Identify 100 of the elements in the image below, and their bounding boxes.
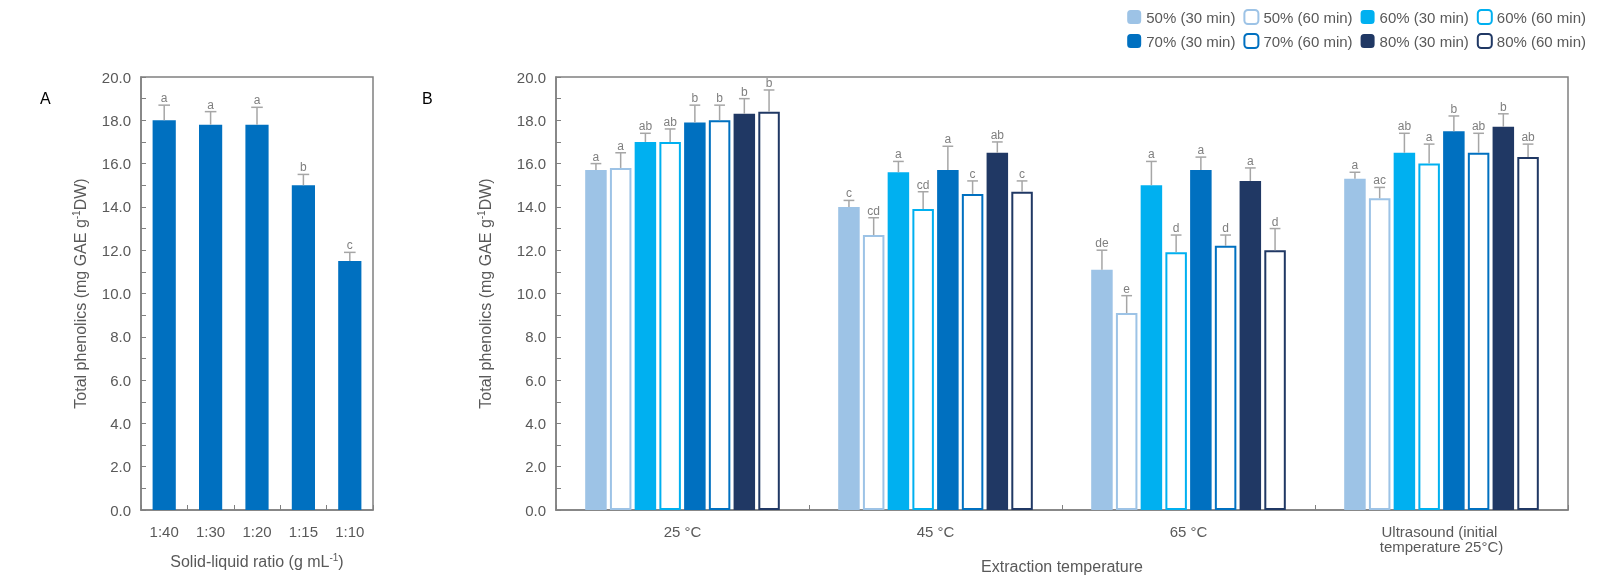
data-label: b [691, 91, 699, 106]
x-tick-label: 45 °C [916, 523, 955, 540]
data-label: b [716, 91, 724, 106]
data-label: a [592, 149, 600, 164]
data-label: a [1197, 143, 1205, 158]
data-label: b [1450, 101, 1458, 116]
text: A [40, 89, 51, 107]
y-tick-label: 20.0 [101, 68, 131, 86]
bar [937, 170, 959, 510]
bar [1140, 185, 1163, 510]
y-tick-label: 2.0 [525, 458, 546, 476]
data-label: a [895, 147, 903, 162]
legend-label: 80% (30 min) [1379, 32, 1469, 50]
bar [708, 120, 731, 510]
y-tick-label: 12.0 [516, 241, 546, 259]
bar [1214, 245, 1237, 510]
legend-label: 70% (30 min) [1146, 32, 1236, 50]
bar [1517, 157, 1539, 510]
y-tick-label: 6.0 [110, 371, 131, 389]
y-tick-label: 16.0 [101, 155, 131, 173]
bar [887, 172, 910, 510]
data-label: a [1425, 130, 1433, 145]
data-label: cd [867, 203, 881, 218]
data-label: d [1222, 221, 1229, 236]
data-label: c [1019, 166, 1026, 181]
legend-label: 80% (60 min) [1496, 32, 1586, 50]
bar [585, 170, 607, 510]
y-tick-label: 10.0 [101, 285, 131, 302]
bar [1115, 312, 1138, 510]
data-label: a [1246, 153, 1254, 168]
x-tick-label: 1:15 [288, 523, 318, 540]
legend-label: 50% (60 min) [1263, 8, 1353, 26]
data-label: a [207, 97, 215, 112]
y-tick-label: 0.0 [110, 501, 131, 519]
x-tick-label: 1:20 [242, 523, 272, 540]
data-label: e [1123, 281, 1131, 296]
bar [838, 206, 860, 510]
y-tick-label: 4.0 [110, 414, 131, 432]
legend-label: 60% (30 min) [1379, 8, 1469, 26]
data-label: d [1172, 221, 1180, 236]
bar [986, 152, 1009, 510]
data-label: ab [1521, 130, 1536, 145]
y-tick-label: 4.0 [525, 414, 546, 432]
x-tick-label: 1:30 [196, 523, 226, 540]
bar [659, 141, 681, 510]
data-label: a [253, 93, 261, 108]
y-tick-label: 14.0 [101, 198, 131, 216]
y-tick-label: 0.0 [525, 501, 546, 519]
y-tick-label: 16.0 [516, 155, 546, 173]
bar [758, 111, 780, 510]
bar [1264, 250, 1286, 510]
bar [245, 124, 269, 510]
data-label: ab [1397, 119, 1412, 134]
bar [1393, 152, 1416, 510]
bar [684, 122, 706, 510]
data-label: d [1271, 214, 1279, 229]
legend-label: 70% (60 min) [1263, 32, 1353, 50]
bar [1091, 269, 1113, 510]
bar [862, 235, 885, 510]
bar [291, 185, 315, 510]
data-label: ab [638, 119, 653, 134]
data-label: c [969, 166, 976, 181]
y-tick-label: 18.0 [101, 111, 131, 129]
data-label: ab [1471, 119, 1486, 134]
x-tick-label: 65 °C [1169, 523, 1208, 540]
bar [1492, 126, 1515, 510]
data-label: c [845, 186, 852, 201]
x-tick-label: 25 °C [663, 523, 702, 540]
y-tick-label: 6.0 [525, 371, 546, 389]
y-tick-label: 14.0 [516, 198, 546, 216]
data-label: a [1148, 147, 1156, 162]
data-label: ab [990, 127, 1005, 142]
x-axis-title: Extraction temperature [981, 558, 1144, 576]
y-tick-label: 8.0 [110, 328, 131, 346]
data-label: a [944, 132, 952, 147]
legend-label: 60% (60 min) [1496, 8, 1586, 26]
data-label: ab [663, 114, 678, 129]
bar [733, 113, 756, 510]
bar [1011, 191, 1033, 510]
bar [961, 193, 984, 510]
bar [1190, 170, 1212, 510]
y-tick-label: 18.0 [516, 111, 546, 129]
y-tick-label: 10.0 [516, 285, 546, 302]
bar [1239, 180, 1262, 510]
data-label: a [617, 138, 625, 153]
bar [609, 167, 632, 510]
data-label: b [740, 84, 748, 99]
x-tick-label: 1:10 [335, 523, 365, 540]
bar [1368, 198, 1391, 510]
data-label: cd [916, 177, 930, 192]
bar [152, 120, 176, 510]
data-label: b [1499, 99, 1507, 114]
data-label: b [765, 75, 773, 90]
legend-label: 50% (30 min) [1146, 8, 1236, 26]
data-label: a [1351, 158, 1359, 173]
data-label: de [1095, 236, 1109, 251]
x-tick-label: 1:40 [149, 523, 179, 540]
x-tick-label: Ultrasound (initial temperature 25°C) [1379, 523, 1504, 555]
bar [1418, 163, 1440, 510]
y-tick-label: 2.0 [110, 458, 131, 476]
